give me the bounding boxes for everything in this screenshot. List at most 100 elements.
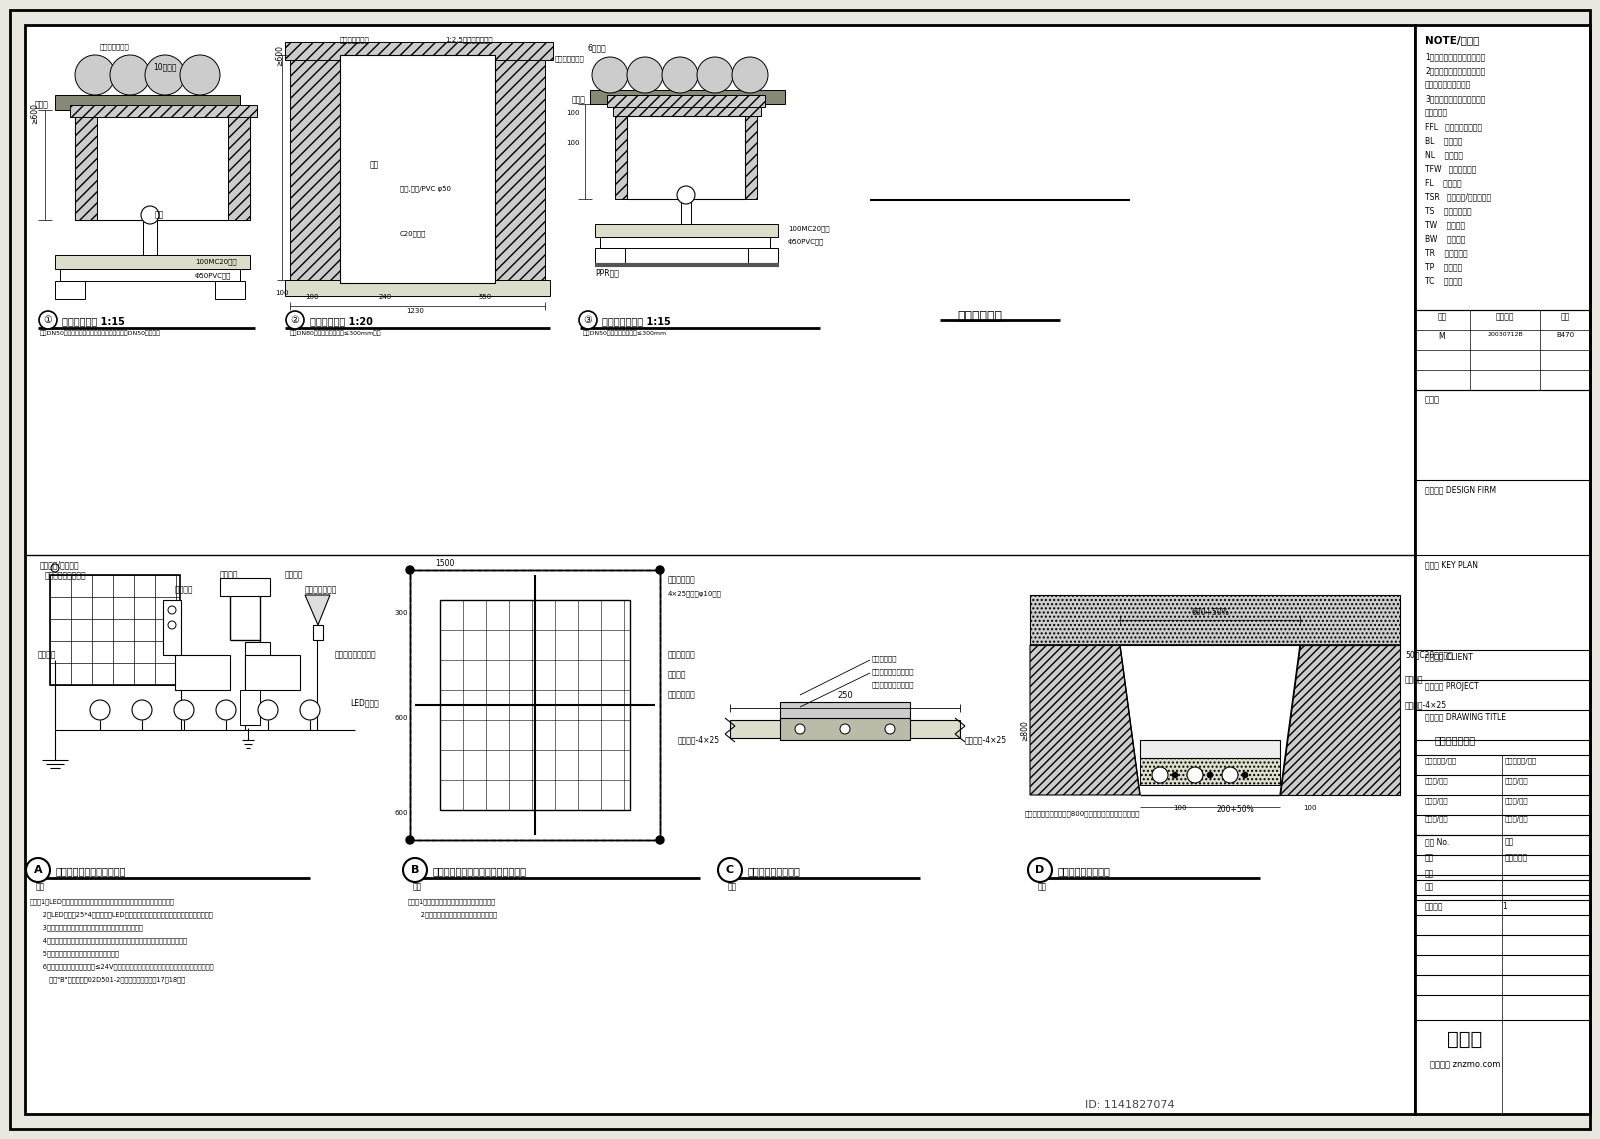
Bar bbox=[410, 570, 661, 839]
Bar bbox=[245, 642, 270, 662]
Circle shape bbox=[38, 311, 58, 329]
Text: 序号: 序号 bbox=[1437, 312, 1446, 321]
Bar bbox=[174, 655, 230, 690]
Text: D: D bbox=[1035, 865, 1045, 875]
Text: C: C bbox=[726, 865, 734, 875]
Text: 水下灯金属外壳: 水下灯金属外壳 bbox=[306, 585, 338, 595]
Bar bbox=[221, 577, 270, 596]
Text: 6寸阀门: 6寸阀门 bbox=[589, 43, 606, 52]
Text: 水池体钢筋网: 水池体钢筋网 bbox=[669, 650, 696, 659]
Text: 阀门井做法一 1:15: 阀门井做法一 1:15 bbox=[62, 316, 125, 326]
Text: 联结导线: 联结导线 bbox=[669, 670, 686, 679]
Circle shape bbox=[662, 57, 698, 93]
Circle shape bbox=[131, 700, 152, 720]
Text: 镀锌扁铁接头大样图: 镀锌扁铁接头大样图 bbox=[749, 866, 802, 876]
Text: （施工图）: （施工图） bbox=[1506, 853, 1528, 862]
Bar bbox=[781, 718, 910, 740]
Polygon shape bbox=[1030, 645, 1139, 795]
Circle shape bbox=[406, 566, 414, 574]
Bar bbox=[285, 42, 554, 60]
Text: 校审人/日期: 校审人/日期 bbox=[1506, 797, 1528, 804]
Text: 图纸名称 DRAWING TITLE: 图纸名称 DRAWING TITLE bbox=[1426, 712, 1506, 721]
Text: TR    围栏顶标高: TR 围栏顶标高 bbox=[1426, 248, 1467, 257]
Text: www.znzmo.com: www.znzmo.com bbox=[677, 157, 763, 213]
Text: 1、本图标高均为绝对标高。: 1、本图标高均为绝对标高。 bbox=[1426, 52, 1485, 62]
Text: 建设单位 CLIENT: 建设单位 CLIENT bbox=[1426, 652, 1472, 661]
Circle shape bbox=[733, 57, 768, 93]
Text: 知天下网 znzmo.com: 知天下网 znzmo.com bbox=[1430, 1060, 1501, 1070]
Text: A: A bbox=[34, 865, 42, 875]
Text: 备：DN50铸铁止回阀半开状态时阀板间距不小于DN50铸铁阀门: 备：DN50铸铁止回阀半开状态时阀板间距不小于DN50铸铁阀门 bbox=[40, 330, 162, 336]
Circle shape bbox=[795, 724, 805, 734]
Bar bbox=[339, 55, 494, 282]
Circle shape bbox=[146, 55, 186, 95]
Text: 3、图中标高前缀字母符号代: 3、图中标高前缀字母符号代 bbox=[1426, 95, 1485, 103]
Text: FFL   建筑室内地坪标高: FFL 建筑室内地坪标高 bbox=[1426, 122, 1482, 131]
Text: 水电: 水电 bbox=[1506, 837, 1514, 846]
Text: ≥800: ≥800 bbox=[1021, 720, 1029, 740]
Text: 种植土: 种植土 bbox=[35, 100, 50, 109]
Text: 比例: 比例 bbox=[35, 882, 45, 891]
Text: 阀门: 阀门 bbox=[155, 210, 165, 219]
Text: 镀锌扁铁-4×25: 镀锌扁铁-4×25 bbox=[678, 735, 720, 744]
Bar bbox=[613, 104, 762, 116]
Text: www.znzmo.com: www.znzmo.com bbox=[1218, 157, 1302, 213]
Text: 日期: 日期 bbox=[1560, 312, 1570, 321]
Text: 种植土: 种植土 bbox=[573, 95, 586, 104]
Circle shape bbox=[26, 858, 50, 882]
Bar bbox=[240, 690, 259, 726]
Text: Φ50PVC管材: Φ50PVC管材 bbox=[195, 272, 232, 279]
Text: 300: 300 bbox=[395, 611, 408, 616]
Text: TFW   水池壁顶标高: TFW 水池壁顶标高 bbox=[1426, 164, 1477, 173]
Text: ≥600: ≥600 bbox=[275, 44, 285, 66]
Text: 金属水管: 金属水管 bbox=[221, 570, 238, 579]
Text: 1: 1 bbox=[1502, 902, 1507, 911]
Text: 4×25扁铜成φ10圆钢: 4×25扁铜成φ10圆钢 bbox=[669, 590, 722, 597]
Text: 审核人/日期: 审核人/日期 bbox=[1426, 777, 1448, 784]
Text: TS    土壤表面标高: TS 土壤表面标高 bbox=[1426, 206, 1472, 215]
Text: FL    地面标高: FL 地面标高 bbox=[1426, 178, 1462, 187]
Text: 水池局部等电位均衡导线联结示意图: 水池局部等电位均衡导线联结示意图 bbox=[434, 866, 526, 876]
Text: 4、金属管材采用抱卡联结，金属板材采用焊接，具体方式可根据实际情况决定。: 4、金属管材采用抱卡联结，金属板材采用焊接，具体方式可根据实际情况决定。 bbox=[30, 937, 187, 943]
Text: 比例: 比例 bbox=[728, 882, 738, 891]
Circle shape bbox=[656, 836, 664, 844]
Text: 焊接处涂刷沥青漆二道: 焊接处涂刷沥青漆二道 bbox=[872, 681, 915, 688]
Text: 2、图中未标注的标高部分在: 2、图中未标注的标高部分在 bbox=[1426, 66, 1485, 75]
Text: M: M bbox=[1438, 331, 1445, 341]
Text: NL    水面标高: NL 水面标高 bbox=[1426, 150, 1462, 159]
Text: LED嵴子板: LED嵴子板 bbox=[350, 698, 379, 707]
Text: B470: B470 bbox=[1555, 331, 1574, 338]
Text: 100: 100 bbox=[1173, 805, 1187, 811]
Text: 接缝处需补接: 接缝处需补接 bbox=[872, 655, 898, 662]
Text: www.znzmo.com: www.znzmo.com bbox=[1218, 487, 1302, 543]
Bar bbox=[730, 720, 960, 738]
Text: 100: 100 bbox=[1304, 805, 1317, 811]
Bar bbox=[494, 55, 546, 285]
Circle shape bbox=[885, 724, 894, 734]
Text: 备：DN50法兰蝶阀安装间距≤300mm: 备：DN50法兰蝶阀安装间距≤300mm bbox=[582, 330, 667, 336]
Bar bbox=[26, 25, 1414, 1114]
Text: 索引图 KEY PLAN: 索引图 KEY PLAN bbox=[1426, 560, 1478, 570]
Text: 5、安装方式为直接预埋于池体或硬质内。: 5、安装方式为直接预埋于池体或硬质内。 bbox=[30, 950, 118, 957]
Circle shape bbox=[110, 55, 150, 95]
Text: ID: 1141827074: ID: 1141827074 bbox=[1085, 1100, 1174, 1111]
Text: 镀锌扁铁-4×25: 镀锌扁铁-4×25 bbox=[1405, 700, 1446, 708]
Circle shape bbox=[627, 57, 662, 93]
Text: 表含义为：: 表含义为： bbox=[1426, 108, 1448, 117]
Text: 比例: 比例 bbox=[413, 882, 422, 891]
Bar bbox=[410, 570, 661, 839]
Text: 地漏,清水/PVC φ50: 地漏,清水/PVC φ50 bbox=[400, 185, 451, 191]
Text: 氨水阀安装大样 1:15: 氨水阀安装大样 1:15 bbox=[602, 316, 670, 326]
Bar bbox=[229, 110, 250, 220]
Bar bbox=[595, 224, 778, 237]
Text: 砖砌体内侧抹灰: 砖砌体内侧抹灰 bbox=[555, 55, 584, 62]
Text: 6、无金属管材且水下灯电压≤24V的水池，只需在水泵坑周围做局部等电位均衡导线联结，: 6、无金属管材且水下灯电压≤24V的水池，只需在水泵坑周围做局部等电位均衡导线联… bbox=[30, 962, 213, 969]
Text: 550: 550 bbox=[478, 294, 491, 300]
Text: 2、LED导线为25*4镀锌扁铜，LED嵴子板可购买成品局部等电位联结嵴子板或自制。: 2、LED导线为25*4镀锌扁铜，LED嵴子板可购买成品局部等电位联结嵴子板或自… bbox=[30, 911, 213, 918]
Text: 1230: 1230 bbox=[406, 308, 424, 314]
Circle shape bbox=[168, 621, 176, 629]
Text: 知天下: 知天下 bbox=[1448, 1030, 1483, 1049]
Text: 20030712B: 20030712B bbox=[1486, 331, 1523, 337]
Bar bbox=[600, 237, 770, 248]
Text: 池体外电位均衡导线: 池体外电位均衡导线 bbox=[334, 650, 376, 659]
